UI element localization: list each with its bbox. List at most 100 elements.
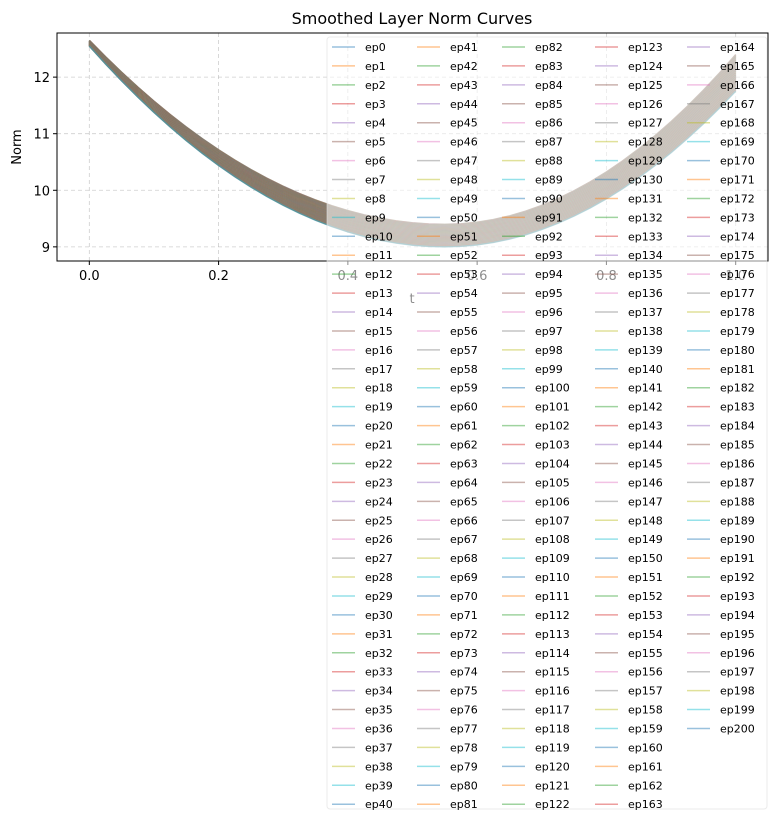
- legend-label-ep62: ep62: [450, 439, 478, 452]
- legend-label-ep64: ep64: [450, 476, 478, 489]
- y-axis-label: Norm: [10, 129, 25, 164]
- legend-label-ep168: ep168: [720, 117, 755, 130]
- legend-label-ep181: ep181: [720, 363, 755, 376]
- legend-label-ep6: ep6: [365, 155, 386, 168]
- legend-label-ep172: ep172: [720, 192, 755, 205]
- legend-label-ep83: ep83: [535, 60, 563, 73]
- legend-label-ep143: ep143: [628, 420, 663, 433]
- legend-label-ep133: ep133: [628, 230, 663, 243]
- legend-label-ep105: ep105: [535, 476, 570, 489]
- legend-label-ep33: ep33: [365, 666, 393, 679]
- legend-label-ep96: ep96: [535, 306, 563, 319]
- legend-label-ep14: ep14: [365, 306, 393, 319]
- legend-label-ep54: ep54: [450, 287, 478, 300]
- legend-label-ep110: ep110: [535, 571, 570, 584]
- legend-label-ep60: ep60: [450, 401, 478, 414]
- legend-label-ep10: ep10: [365, 230, 393, 243]
- legend-label-ep195: ep195: [720, 628, 755, 641]
- legend-label-ep106: ep106: [535, 495, 570, 508]
- legend-label-ep42: ep42: [450, 60, 478, 73]
- legend-label-ep81: ep81: [450, 798, 478, 811]
- legend-label-ep26: ep26: [365, 533, 393, 546]
- legend-label-ep155: ep155: [628, 647, 663, 660]
- y-tick-label: 9: [42, 241, 50, 256]
- legend-label-ep44: ep44: [450, 98, 478, 111]
- legend-label-ep53: ep53: [450, 268, 478, 281]
- legend-label-ep48: ep48: [450, 174, 478, 187]
- legend-label-ep166: ep166: [720, 79, 755, 92]
- legend-label-ep187: ep187: [720, 476, 755, 489]
- legend-label-ep37: ep37: [365, 741, 393, 754]
- legend-label-ep117: ep117: [535, 704, 570, 717]
- legend-label-ep165: ep165: [720, 60, 755, 73]
- legend-label-ep189: ep189: [720, 514, 755, 527]
- legend-label-ep2: ep2: [365, 79, 386, 92]
- legend-label-ep66: ep66: [450, 514, 478, 527]
- legend-label-ep43: ep43: [450, 79, 478, 92]
- legend-label-ep56: ep56: [450, 325, 478, 338]
- legend-label-ep161: ep161: [628, 760, 663, 773]
- legend-label-ep119: ep119: [535, 741, 570, 754]
- legend-label-ep51: ep51: [450, 230, 478, 243]
- legend-label-ep109: ep109: [535, 552, 570, 565]
- legend-label-ep13: ep13: [365, 287, 393, 300]
- legend: ep0 ep1 ep2 ep3 ep4 ep5 ep6 ep7 ep8 ep9 ep10 ep11 ep…: [326, 36, 768, 811]
- legend-label-ep92: ep92: [535, 230, 563, 243]
- legend-label-ep1: ep1: [365, 60, 386, 73]
- legend-label-ep170: ep170: [720, 155, 755, 168]
- legend-label-ep34: ep34: [365, 685, 393, 698]
- legend-label-ep40: ep40: [365, 798, 393, 811]
- legend-label-ep137: ep137: [628, 306, 663, 319]
- legend-label-ep108: ep108: [535, 533, 570, 546]
- legend-label-ep30: ep30: [365, 609, 393, 622]
- legend-label-ep192: ep192: [720, 571, 755, 584]
- legend-label-ep97: ep97: [535, 325, 563, 338]
- legend-label-ep134: ep134: [628, 249, 663, 262]
- legend-label-ep157: ep157: [628, 685, 663, 698]
- legend-label-ep74: ep74: [450, 666, 478, 679]
- legend-label-ep71: ep71: [450, 609, 478, 622]
- legend-label-ep126: ep126: [628, 98, 663, 111]
- legend-label-ep98: ep98: [535, 344, 563, 357]
- legend-label-ep29: ep29: [365, 590, 393, 603]
- legend-label-ep94: ep94: [535, 268, 563, 281]
- legend-label-ep93: ep93: [535, 249, 563, 262]
- legend-label-ep167: ep167: [720, 98, 755, 111]
- legend-label-ep49: ep49: [450, 192, 478, 205]
- legend-label-ep23: ep23: [365, 476, 393, 489]
- legend-label-ep180: ep180: [720, 344, 755, 357]
- legend-frame: [326, 36, 768, 810]
- legend-label-ep154: ep154: [628, 628, 663, 641]
- legend-label-ep86: ep86: [535, 117, 563, 130]
- legend-label-ep21: ep21: [365, 439, 393, 452]
- legend-label-ep175: ep175: [720, 249, 755, 262]
- legend-label-ep9: ep9: [365, 211, 386, 224]
- legend-label-ep197: ep197: [720, 666, 755, 679]
- legend-label-ep164: ep164: [720, 41, 755, 54]
- legend-label-ep173: ep173: [720, 211, 755, 224]
- legend-label-ep90: ep90: [535, 192, 563, 205]
- legend-label-ep179: ep179: [720, 325, 755, 338]
- legend-label-ep102: ep102: [535, 420, 570, 433]
- legend-label-ep184: ep184: [720, 420, 755, 433]
- legend-label-ep130: ep130: [628, 174, 663, 187]
- legend-label-ep132: ep132: [628, 211, 663, 224]
- legend-label-ep121: ep121: [535, 779, 570, 792]
- legend-label-ep125: ep125: [628, 79, 663, 92]
- legend-label-ep91: ep91: [535, 211, 563, 224]
- legend-label-ep80: ep80: [450, 779, 478, 792]
- legend-label-ep39: ep39: [365, 779, 393, 792]
- legend-label-ep198: ep198: [720, 685, 755, 698]
- legend-label-ep85: ep85: [535, 98, 563, 111]
- legend-label-ep177: ep177: [720, 287, 755, 300]
- legend-label-ep107: ep107: [535, 514, 570, 527]
- legend-label-ep65: ep65: [450, 495, 478, 508]
- legend-label-ep4: ep4: [365, 117, 386, 130]
- legend-label-ep151: ep151: [628, 571, 663, 584]
- legend-label-ep84: ep84: [535, 79, 563, 92]
- legend-label-ep63: ep63: [450, 457, 478, 470]
- legend-label-ep99: ep99: [535, 363, 563, 376]
- legend-label-ep89: ep89: [535, 174, 563, 187]
- legend-label-ep3: ep3: [365, 98, 386, 111]
